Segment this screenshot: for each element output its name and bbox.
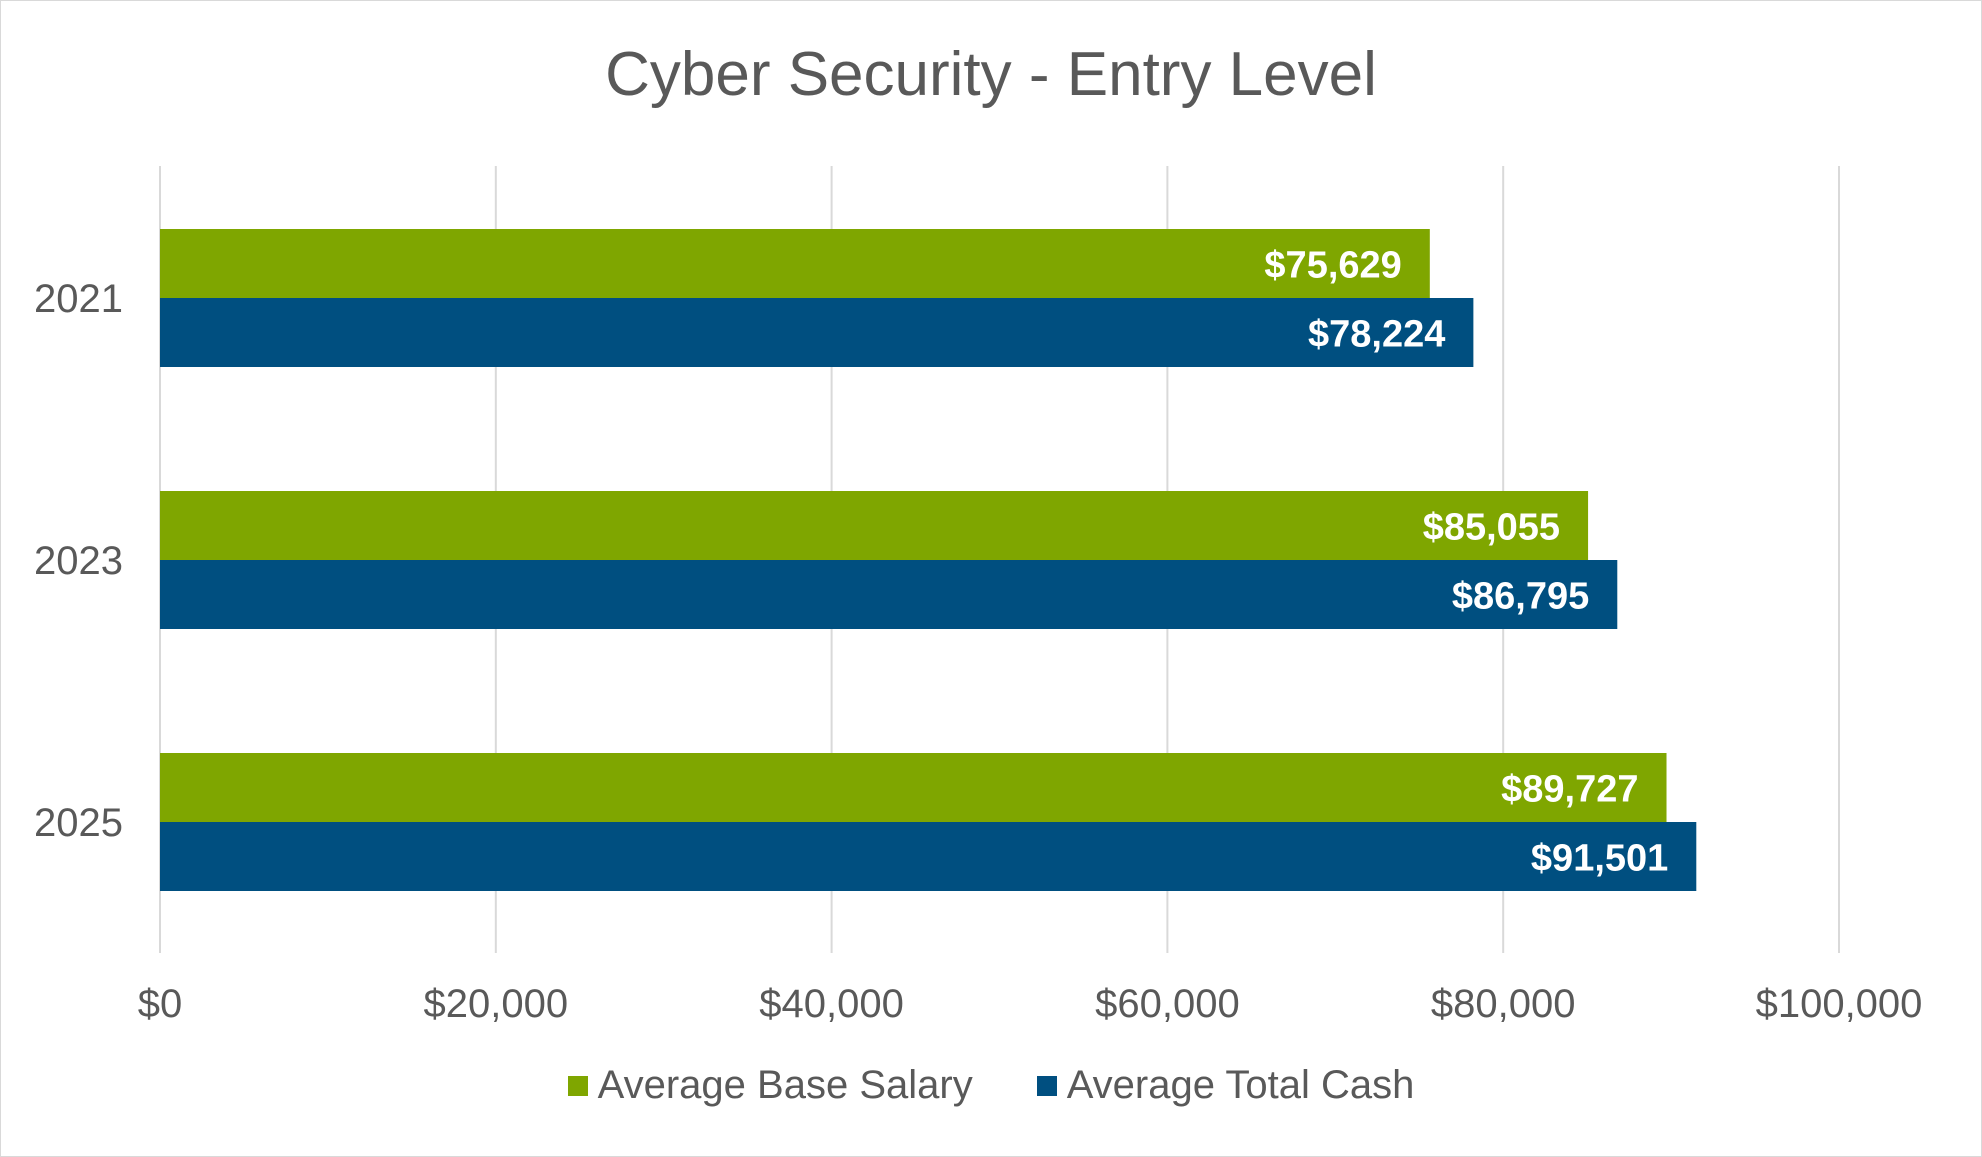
legend-item-base-salary: Average Base Salary xyxy=(567,1063,973,1108)
x-tick-label: $20,000 xyxy=(424,982,569,1026)
legend-item-total-cash: Average Total Cash xyxy=(1036,1063,1415,1108)
legend: Average Base Salary Average Total Cash xyxy=(1,1063,1981,1108)
legend-label-base-salary: Average Base Salary xyxy=(597,1063,973,1107)
x-tick-label: $40,000 xyxy=(759,982,904,1026)
x-tick-label: $100,000 xyxy=(1756,982,1923,1026)
legend-label-total-cash: Average Total Cash xyxy=(1066,1063,1415,1107)
data-label: $85,055 xyxy=(1423,507,1560,549)
data-label: $75,629 xyxy=(1264,245,1401,287)
legend-swatch-base-salary xyxy=(567,1075,588,1096)
bar xyxy=(160,822,1697,891)
y-category-label: 2023 xyxy=(34,539,123,583)
x-tick-label: $80,000 xyxy=(1431,982,1576,1026)
bar xyxy=(160,229,1430,298)
x-tick-label: $0 xyxy=(138,982,183,1026)
y-category-label: 2021 xyxy=(34,277,123,321)
legend-swatch-total-cash xyxy=(1036,1075,1057,1096)
data-label: $78,224 xyxy=(1308,314,1445,356)
bar xyxy=(160,753,1667,822)
data-label: $89,727 xyxy=(1501,769,1638,811)
x-tick-label: $60,000 xyxy=(1095,982,1240,1026)
bar xyxy=(160,298,1474,367)
chart-title: Cyber Security - Entry Level xyxy=(605,40,1377,109)
bar xyxy=(160,491,1589,560)
y-category-label: 2025 xyxy=(34,801,123,845)
bar xyxy=(160,560,1618,629)
data-label: $91,501 xyxy=(1531,838,1668,880)
data-label: $86,795 xyxy=(1452,576,1589,618)
